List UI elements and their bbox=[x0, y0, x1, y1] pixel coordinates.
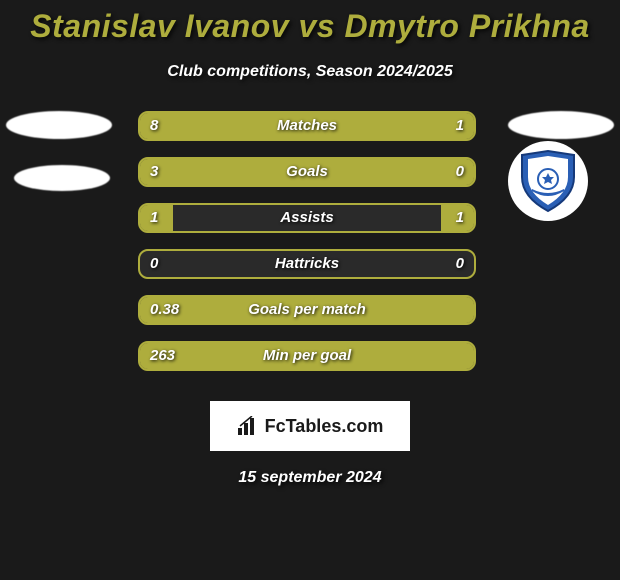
stat-label: Matches bbox=[140, 113, 474, 139]
stat-value-right: 1 bbox=[456, 113, 464, 139]
club-badge bbox=[508, 141, 588, 221]
stat-label: Goals bbox=[140, 159, 474, 185]
stat-value-right: 0 bbox=[456, 251, 464, 277]
player-left-avatar bbox=[6, 111, 112, 191]
stat-row: 1Assists1 bbox=[138, 203, 476, 233]
chart-area: 8Matches13Goals01Assists10Hattricks00.38… bbox=[0, 111, 620, 391]
stat-label: Hattricks bbox=[140, 251, 474, 277]
stat-row: 0.38Goals per match bbox=[138, 295, 476, 325]
brand-box[interactable]: FcTables.com bbox=[210, 401, 410, 451]
page-title: Stanislav Ivanov vs Dmytro Prikhna bbox=[0, 8, 620, 45]
page-subtitle: Club competitions, Season 2024/2025 bbox=[0, 63, 620, 81]
stat-row: 0Hattricks0 bbox=[138, 249, 476, 279]
stat-value-right: 0 bbox=[456, 159, 464, 185]
shield-icon bbox=[518, 149, 578, 213]
comparison-card: Stanislav Ivanov vs Dmytro Prikhna Club … bbox=[0, 0, 620, 487]
stat-bars: 8Matches13Goals01Assists10Hattricks00.38… bbox=[138, 111, 476, 387]
stat-row: 3Goals0 bbox=[138, 157, 476, 187]
avatar-ellipse-icon bbox=[14, 165, 110, 191]
stat-row: 263Min per goal bbox=[138, 341, 476, 371]
brand-text: FcTables.com bbox=[265, 416, 384, 437]
footer-date: 15 september 2024 bbox=[0, 469, 620, 487]
stat-value-right: 1 bbox=[456, 205, 464, 231]
stat-label: Assists bbox=[140, 205, 474, 231]
avatar-ellipse-icon bbox=[6, 111, 112, 139]
chart-icon bbox=[237, 416, 259, 436]
avatar-ellipse-icon bbox=[508, 111, 614, 139]
stat-label: Goals per match bbox=[140, 297, 474, 323]
stat-label: Min per goal bbox=[140, 343, 474, 369]
player-right-avatar bbox=[508, 111, 614, 221]
stat-row: 8Matches1 bbox=[138, 111, 476, 141]
